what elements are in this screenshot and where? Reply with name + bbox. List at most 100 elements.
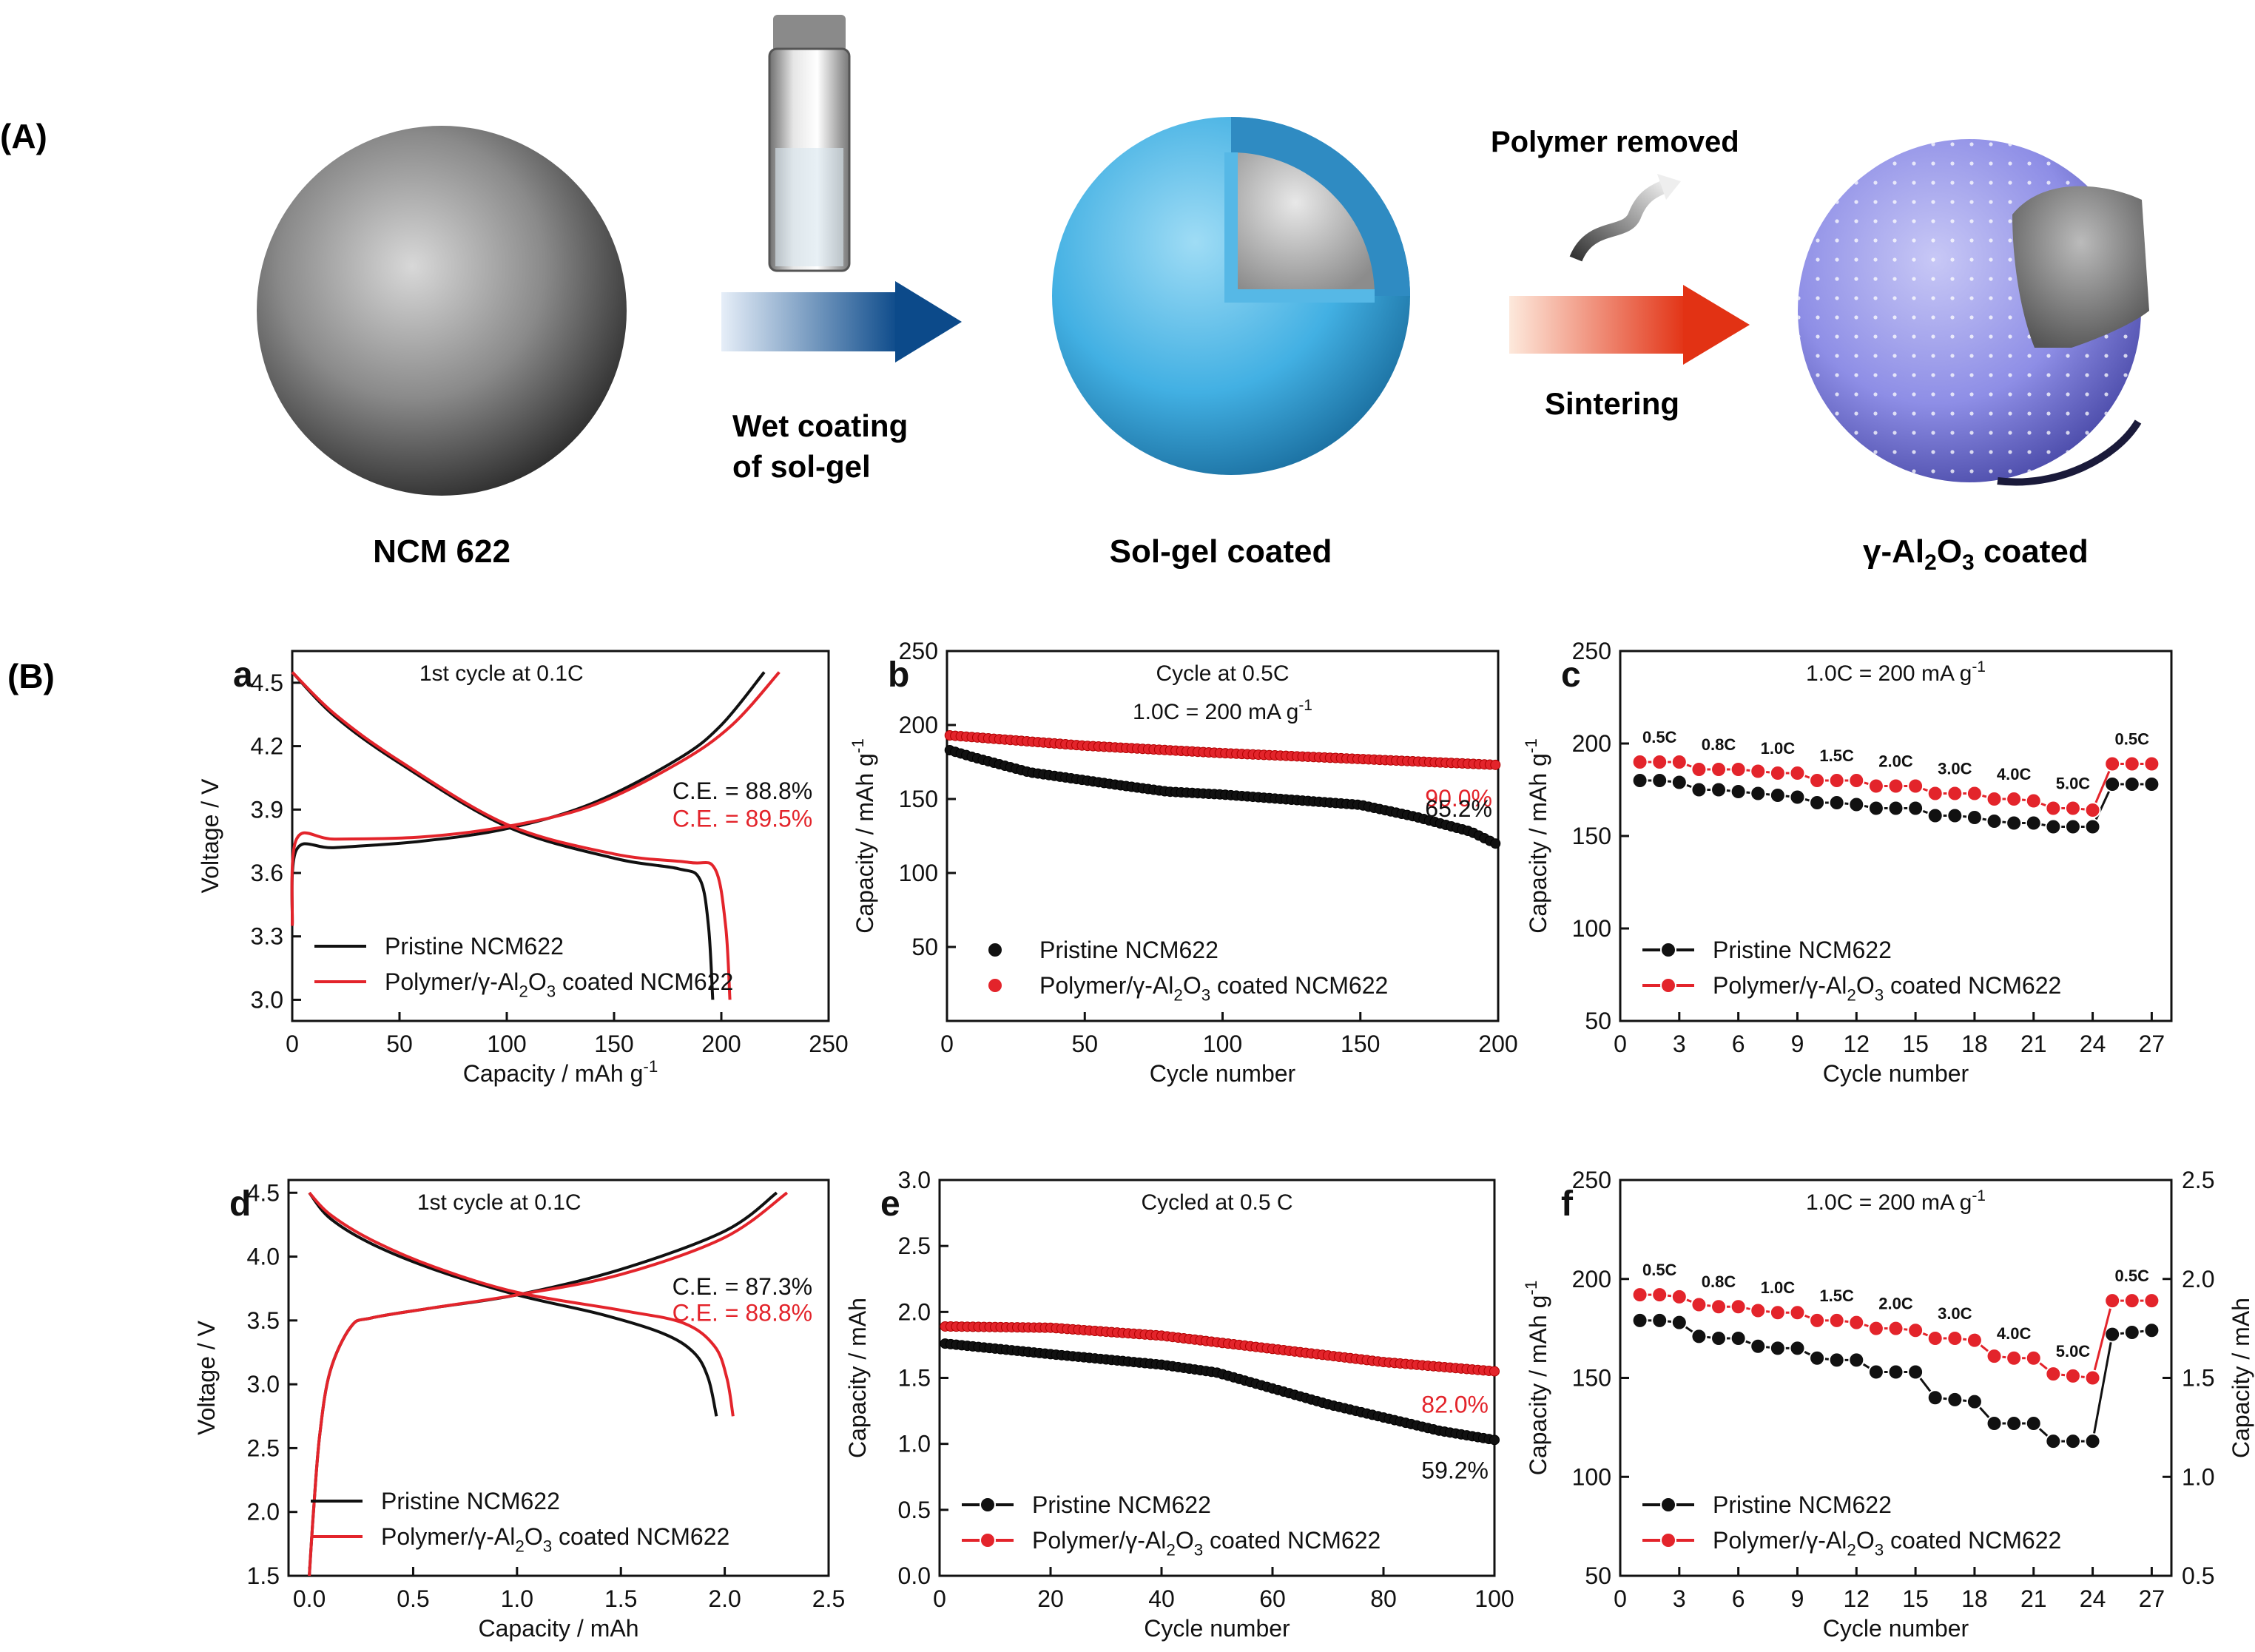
rate-label: 1.0C — [1761, 739, 1796, 758]
rate-label: 0.8C — [1702, 1272, 1736, 1291]
chart-subtitle: 1.0C = 200 mA g-1 — [1133, 697, 1312, 724]
series-coated — [944, 730, 1501, 770]
data-point — [2104, 755, 2121, 772]
data-point — [1730, 783, 1747, 800]
data-point — [2064, 800, 2081, 817]
legend: Pristine NCM622 Polymer/γ-Al2O3 coated NC… — [1642, 1491, 2061, 1560]
plot-frame — [291, 650, 830, 1022]
data-point — [1907, 778, 1924, 795]
legend-marker — [1660, 1532, 1676, 1548]
retention-pristine-label: 65.2% — [1425, 795, 1492, 822]
x-tick-label: 0 — [1614, 1585, 1627, 1612]
y-tick-label: 3.9 — [251, 796, 283, 823]
x-tick-label: 80 — [1370, 1585, 1397, 1612]
data-point — [1730, 1298, 1747, 1315]
data-point — [1986, 813, 2003, 829]
data-point — [1710, 761, 1728, 778]
rate-label: 0.5C — [2115, 1267, 2150, 1285]
rate-label: 1.5C — [1819, 746, 1854, 765]
legend-coated-label: Polymer/γ-Al2O3 coated NCM622 — [1713, 1527, 2061, 1560]
data-point — [1887, 778, 1904, 795]
data-point — [1867, 800, 1884, 817]
data-point — [1986, 791, 2003, 807]
data-point — [1490, 759, 1501, 770]
data-point — [2045, 818, 2062, 835]
ce-pristine-label: C.E. = 87.3% — [673, 1273, 812, 1300]
y-tick-label: 50 — [911, 934, 938, 960]
y-tick-label: 1.5 — [898, 1365, 931, 1392]
y-right-tick-label: 0.5 — [2182, 1562, 2214, 1589]
ce-coated-label: C.E. = 89.5% — [673, 806, 812, 832]
retention-coated-label: 82.0% — [1421, 1392, 1489, 1418]
x-tick-label: 0 — [286, 1031, 299, 1057]
panel-letter-a: a — [233, 655, 253, 695]
data-point — [1867, 1320, 1884, 1337]
plot-frame — [1619, 650, 2173, 1022]
retention-coated-label: 90.0% — [1425, 785, 1492, 812]
data-point — [2045, 800, 2062, 817]
legend-pristine-label: Pristine NCM622 — [1039, 937, 1218, 963]
data-point — [1789, 765, 1806, 781]
data-point — [1671, 1314, 1688, 1331]
data-point — [2123, 755, 2140, 772]
series-pristine — [940, 1338, 1500, 1446]
series-coated-charge — [290, 671, 781, 926]
rate-label: 1.5C — [1819, 1287, 1854, 1305]
y-tick-label: 200 — [899, 712, 938, 738]
x-axis-label: Cycle number — [1823, 1060, 1969, 1087]
rate-label: 0.5C — [1642, 1261, 1677, 1279]
data-point — [1651, 1312, 1668, 1329]
data-point — [2123, 1324, 2140, 1341]
data-point — [1769, 787, 1786, 803]
series-pristine — [1631, 772, 2160, 835]
x-tick-label: 60 — [1259, 1585, 1286, 1612]
series-pristine-discharge — [308, 1191, 718, 1417]
rate-label: 0.5C — [2115, 730, 2150, 749]
x-tick-label: 1.0 — [501, 1585, 533, 1612]
data-point — [1828, 772, 1845, 789]
data-point — [1867, 1363, 1884, 1380]
data-point — [1946, 1391, 1964, 1408]
section-a-schematic: (A) Wet coating of sol-gel Polymer remov… — [0, 15, 2149, 695]
smoke-arrowhead-icon — [1657, 174, 1681, 200]
legend-marker — [1660, 1497, 1676, 1513]
data-point — [1769, 1304, 1786, 1321]
y-tick-label: 1.5 — [247, 1562, 280, 1589]
y-tick-label: 0.0 — [898, 1562, 931, 1589]
data-point — [1946, 785, 1964, 802]
data-point — [2123, 1292, 2140, 1309]
x-tick-label: 6 — [1732, 1031, 1745, 1057]
particle2-label: Sol-gel coated — [1110, 533, 1332, 570]
data-point — [1907, 1363, 1924, 1380]
x-tick-label: 18 — [1961, 1585, 1988, 1612]
x-tick-label: 100 — [1474, 1585, 1514, 1612]
x-tick-label: 9 — [1791, 1031, 1804, 1057]
y-tick-label: 3.0 — [251, 986, 283, 1013]
legend-marker — [980, 1532, 996, 1548]
data-point — [1966, 1332, 1983, 1349]
data-point — [1848, 796, 1865, 813]
data-point — [1887, 1363, 1904, 1380]
x-axis-label: Cycle number — [1144, 1615, 1290, 1642]
data-point — [1769, 1340, 1786, 1357]
data-point — [1691, 1296, 1708, 1313]
rate-label: 3.0C — [1938, 1304, 1972, 1323]
data-point — [1927, 1389, 1944, 1406]
data-point — [1490, 838, 1501, 849]
x-tick-label: 50 — [386, 1031, 413, 1057]
plot-frame — [287, 1179, 830, 1577]
x-tick-label: 2.0 — [708, 1585, 741, 1612]
x-tick-label: 3 — [1673, 1585, 1686, 1612]
legend-marker — [980, 1497, 996, 1513]
x-axis-label: Cycle number — [1823, 1615, 1969, 1642]
data-point — [2025, 1415, 2042, 1432]
x-tick-label: 3 — [1673, 1031, 1686, 1057]
data-point — [2006, 815, 2023, 832]
wet-coating-arrow — [721, 281, 962, 363]
x-axis-label: Cycle number — [1150, 1060, 1296, 1087]
panel-f: f 0 3 6 9 12 15 18 21 24 27 50 100 150 200 250 0.5 1.0 1.5… — [1522, 1167, 2254, 1642]
x-tick-label: 0 — [940, 1031, 954, 1057]
data-point — [2064, 818, 2081, 835]
x-tick-label: 0 — [1614, 1031, 1627, 1057]
legend-pristine-label: Pristine NCM622 — [381, 1488, 560, 1514]
